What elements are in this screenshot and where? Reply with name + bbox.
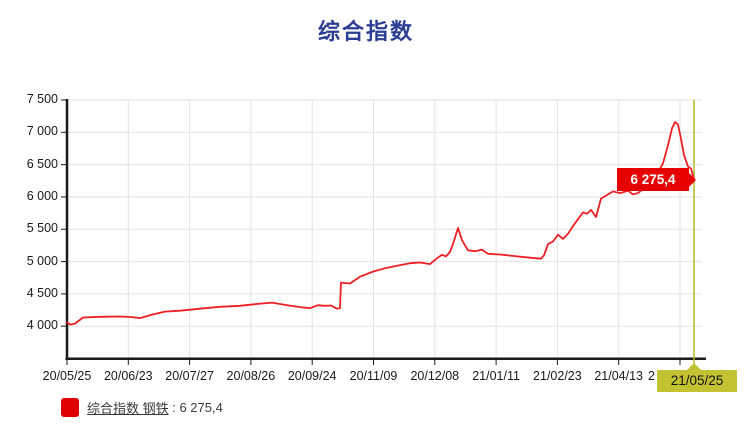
callout-value: 6 275,4 — [630, 172, 676, 187]
legend-series-link[interactable]: 综合指数 钢铁 — [87, 401, 169, 416]
legend: ✔ 综合指数 钢铁 : 6 275,4 — [61, 398, 223, 428]
value-callout: 6 275,4 — [617, 168, 696, 191]
y-tick-label: 5 000 — [26, 253, 58, 268]
y-tick-label: 7 500 — [26, 92, 58, 106]
y-tick-label: 4 500 — [26, 285, 58, 300]
legend-checkbox[interactable]: ✔ — [61, 398, 94, 428]
x-tick-label: 20/11/09 — [349, 369, 398, 383]
x-tick-label: 21/01/11 — [472, 369, 520, 383]
x-tick-label: 20/05/25 — [42, 369, 92, 383]
x-tick-label: 2 — [648, 369, 655, 383]
x-tick-label: 20/06/23 — [103, 369, 153, 383]
series-line — [66, 121, 695, 326]
crosshair-date-text: 21/05/25 — [670, 373, 724, 388]
crosshair-date-label: 21/05/25 — [657, 363, 737, 392]
x-tick-label: 20/12/08 — [410, 369, 460, 383]
legend-value: 6 275,4 — [179, 400, 223, 415]
y-tick-label: 7 000 — [26, 124, 58, 139]
y-tick-label: 5 500 — [26, 221, 58, 236]
checkmark-icon: ✔ — [82, 419, 94, 428]
x-tick-label: 21/02/23 — [533, 369, 582, 383]
y-tick-label: 6 000 — [26, 188, 58, 203]
chart-title: 综合指数 — [317, 19, 414, 45]
x-tick-label: 21/04/13 — [594, 369, 644, 383]
legend-separator: : — [168, 400, 180, 415]
x-tick-label: 20/08/26 — [226, 369, 276, 383]
y-tick-label: 6 500 — [26, 156, 58, 171]
x-tick-label: 20/09/24 — [287, 369, 337, 383]
x-tick-label: 20/07/27 — [165, 369, 214, 383]
y-tick-label: 4 000 — [26, 318, 58, 333]
